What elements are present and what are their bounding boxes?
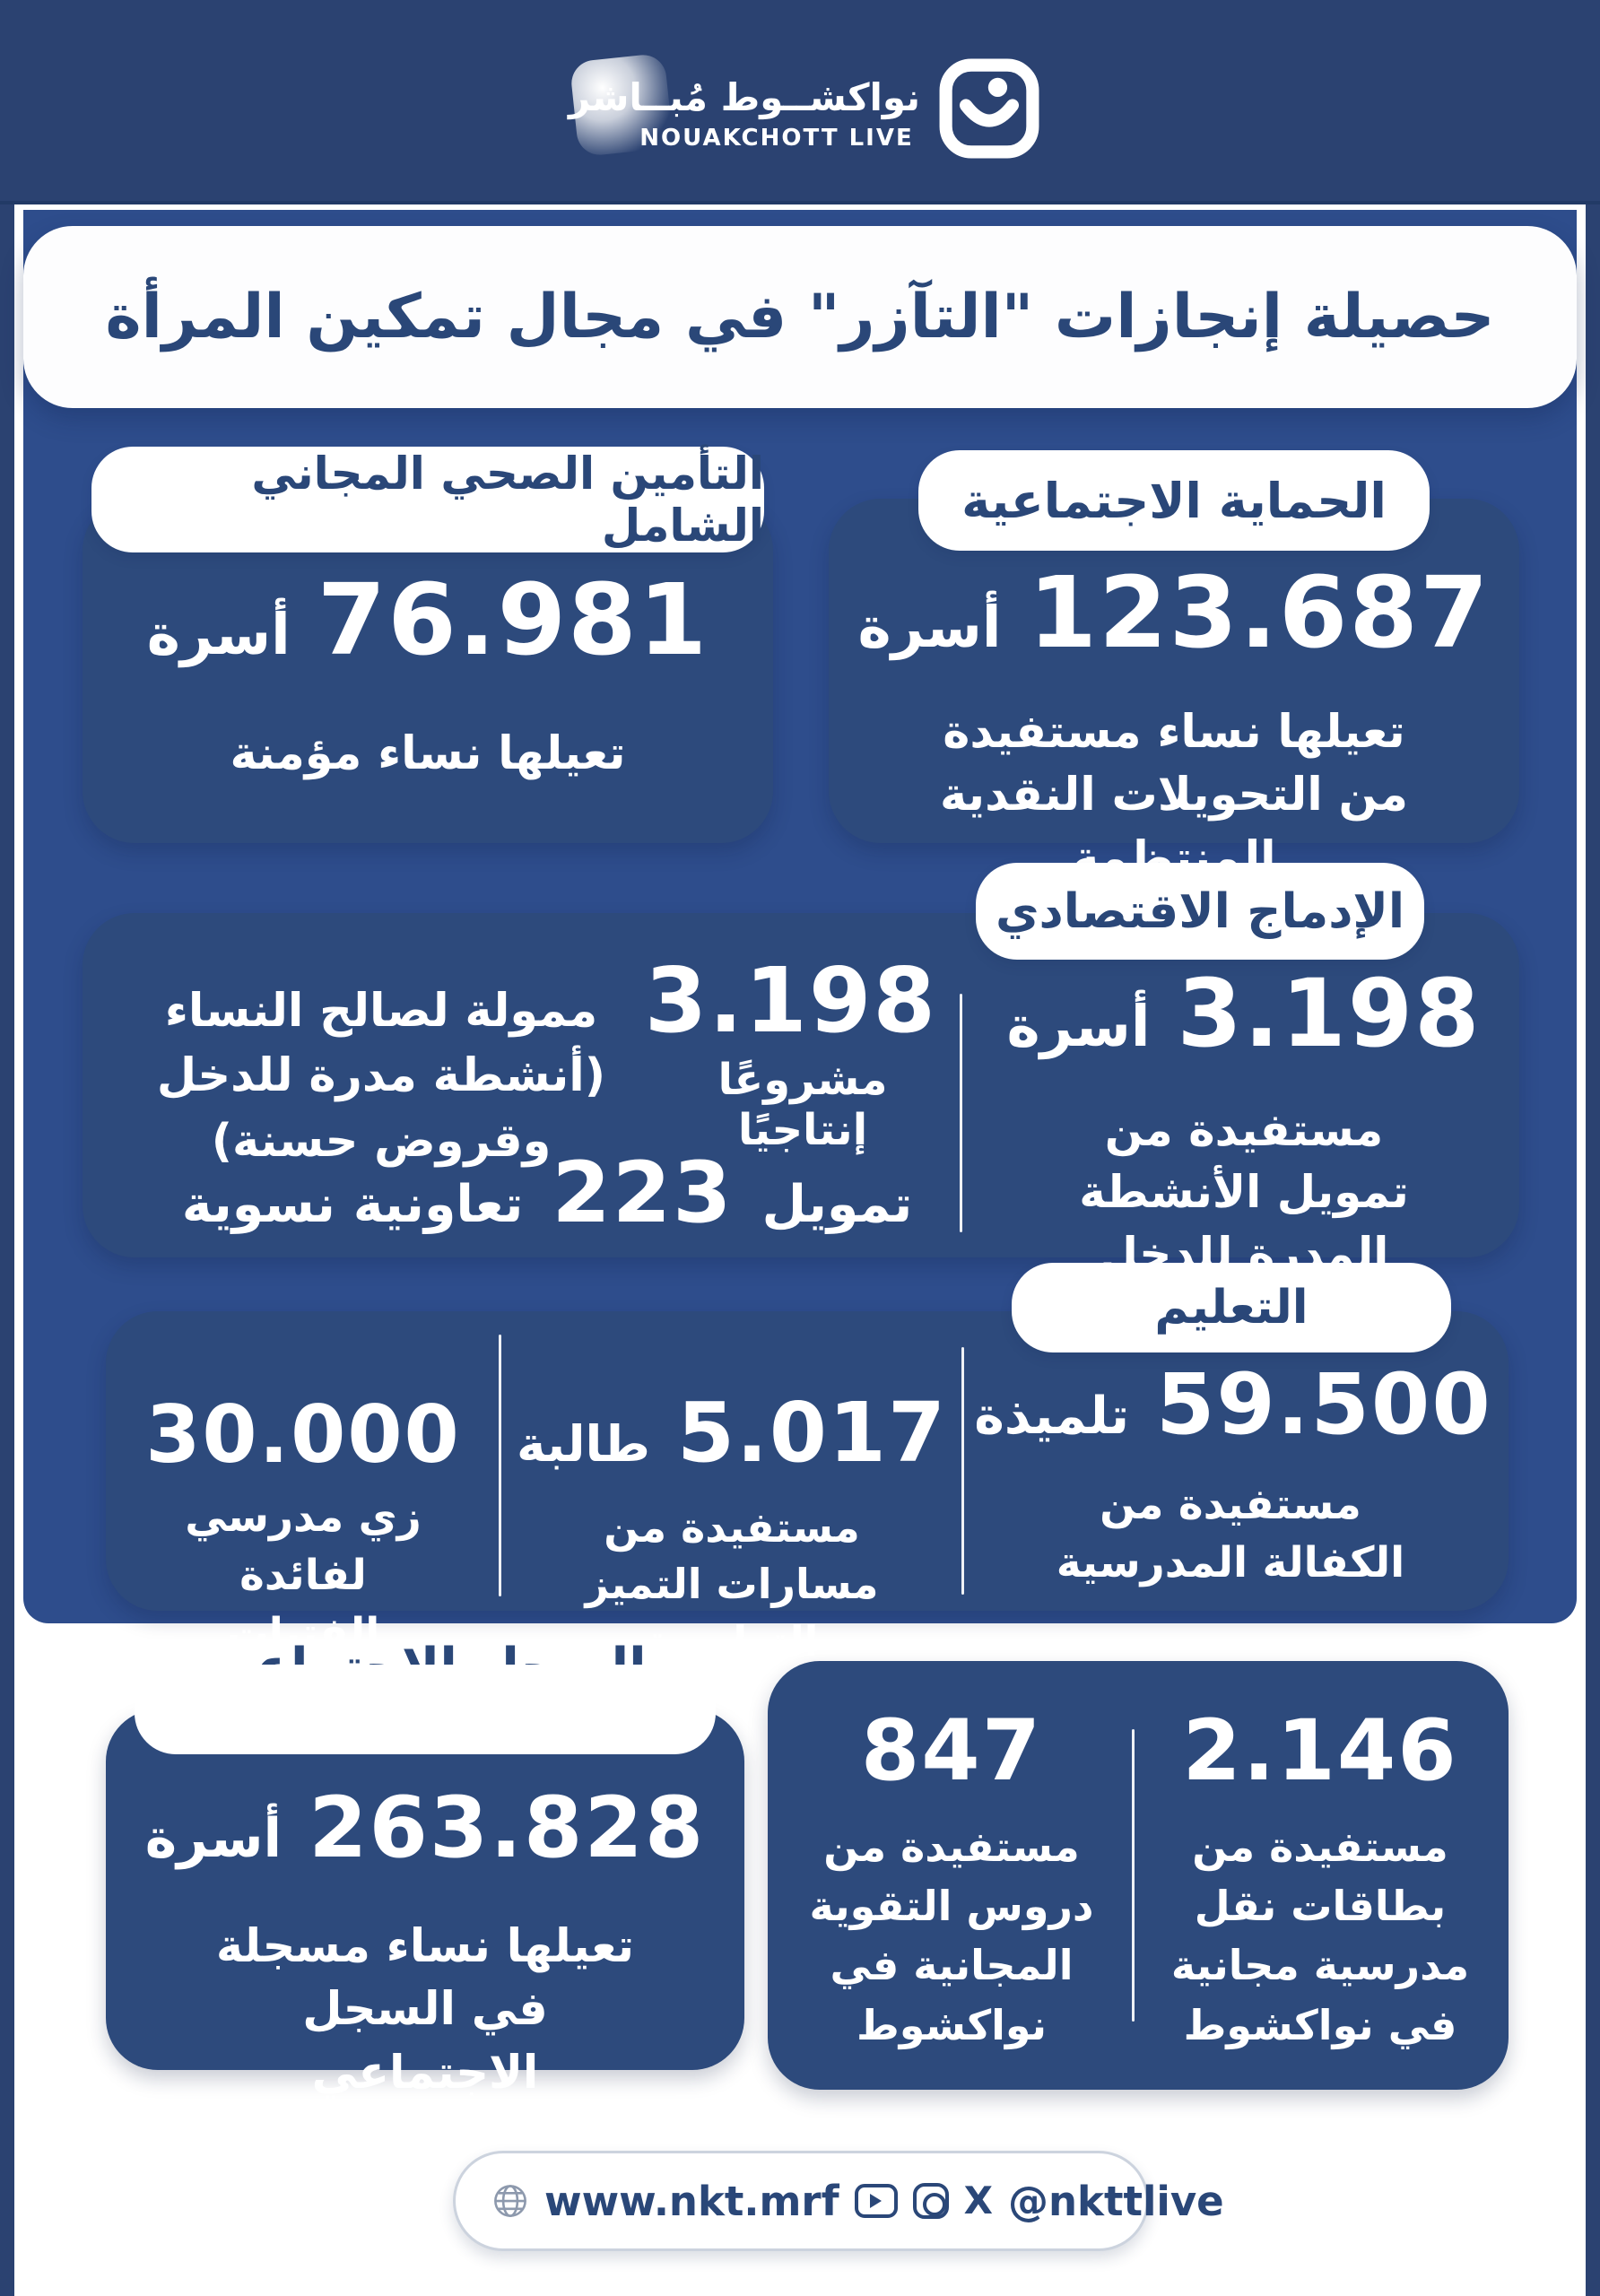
stat-number: 5.017 bbox=[676, 1385, 947, 1481]
education-sponsorship-desc: مستفيدة من الكفالة المدرسية bbox=[1056, 1480, 1405, 1587]
nouakchott-live-wordmark: نواكشــوط مُبــاشر NOUAKCHOTT LIVE bbox=[568, 75, 920, 152]
card-economic-integration bbox=[83, 913, 1519, 1257]
social-register-stat: 263.828 أسرة bbox=[124, 1787, 726, 1871]
header-band: نواكشــوط مُبــاشر NOUAKCHOTT LIVE bbox=[0, 0, 1600, 204]
education-sponsorship-stat: 59.500 تلميذة bbox=[973, 1363, 1493, 1448]
page-right-border bbox=[1586, 0, 1600, 2296]
stat-unit: أسرة bbox=[1006, 994, 1151, 1059]
tab-economic-integration: الإدماج الاقتصادي bbox=[976, 863, 1424, 960]
social-links: f X @nkttlive bbox=[822, 2178, 1224, 2225]
youtube-icon[interactable] bbox=[854, 2184, 898, 2218]
stat-unit: أسرة bbox=[857, 595, 1002, 660]
economic-projects-stat: 3.198 مشروعًا إنتاجيًا bbox=[644, 948, 937, 1156]
stat-number: 76.981 bbox=[317, 562, 709, 677]
card-nouakchott-benefits bbox=[768, 1661, 1509, 2090]
stat-number: 263.828 bbox=[309, 1779, 706, 1877]
stat-unit: أسرة bbox=[146, 602, 291, 667]
nouakchott-live-icon bbox=[939, 58, 1039, 159]
health-insurance-desc: تعيلها نساء مؤمنة bbox=[230, 727, 626, 780]
tab-education: التعليم bbox=[1012, 1263, 1451, 1352]
stat-number: 123.687 bbox=[1028, 555, 1491, 670]
x-icon[interactable]: X bbox=[963, 2179, 993, 2222]
stat-unit: مشروعًا إنتاجيًا bbox=[717, 1055, 888, 1155]
footer-bar: www.nkt.mr f X @nkttlive bbox=[453, 2151, 1224, 2251]
economic-families-stat: 3.198 أسرة bbox=[987, 967, 1501, 1060]
economic-projects-desc: ممولة لصالح النساء (أنشطة مدرة للدخل وقر… bbox=[156, 985, 606, 1168]
globe-icon bbox=[494, 2185, 526, 2217]
facebook-icon[interactable]: f bbox=[821, 2177, 839, 2225]
economic-families-desc: مستفيدة من تمويل الأنشطة المدرة للدخل bbox=[1079, 1104, 1409, 1280]
health-insurance-stat: 76.981 أسرة bbox=[100, 570, 755, 669]
divider bbox=[960, 994, 962, 1232]
social-register-desc: تعيلها نساء مسجلة في السجل الاجتماعي bbox=[215, 1920, 635, 2100]
stat-number: 223 bbox=[552, 1144, 734, 1242]
stat-unit: تلميذة bbox=[974, 1387, 1129, 1446]
social-protection-stat: 123.687 أسرة bbox=[847, 563, 1501, 662]
transport-cards-stat: 2.146 bbox=[1182, 1702, 1458, 1800]
stat-unit: أسرة bbox=[144, 1807, 283, 1870]
social-register-notch bbox=[135, 1665, 716, 1754]
social-handle[interactable]: @nkttlive bbox=[1008, 2177, 1224, 2225]
website-text[interactable]: www.nkt.mr bbox=[544, 2177, 822, 2225]
transport-cards-desc: مستفيدة من بطاقات نقل مدرسية مجانية في ن… bbox=[1170, 1822, 1470, 2049]
tab-social-protection: الحماية الاجتماعية bbox=[918, 450, 1430, 551]
stat-number: 59.500 bbox=[1156, 1356, 1492, 1454]
education-uniforms-desc: زي مدرسي لفائدة الفتيات bbox=[185, 1492, 422, 1658]
stat-number: 3.198 bbox=[644, 948, 937, 1053]
stat-unit: طالبة bbox=[517, 1415, 650, 1473]
website-link[interactable]: www.nkt.mr bbox=[491, 2178, 822, 2225]
education-excellence-stat: 5.017 طالبة bbox=[508, 1392, 956, 1474]
cooperatives-funding-stat: تمويل 223 تعاونية نسوية bbox=[161, 1144, 933, 1242]
card-social-protection bbox=[829, 499, 1519, 843]
card-health-insurance bbox=[83, 499, 773, 843]
stat-prefix: تمويل bbox=[761, 1175, 913, 1234]
page-left-border bbox=[0, 0, 14, 2296]
tab-health-insurance: التأمين الصحي المجاني الشامل bbox=[91, 447, 764, 552]
page-title: حصيلة إنجازات "التآزر" في مجال تمكين الم… bbox=[105, 282, 1495, 352]
divider bbox=[961, 1347, 964, 1595]
education-uniforms-stat: 30.000 bbox=[145, 1388, 461, 1481]
instagram-icon[interactable] bbox=[912, 2183, 949, 2219]
card-education bbox=[106, 1311, 1509, 1611]
logo-english-text: NOUAKCHOTT LIVE bbox=[639, 125, 914, 152]
tutoring-stat: 847 bbox=[860, 1702, 1043, 1800]
tutoring-desc: مستفيدة من دروس التقوية المجانية في نواك… bbox=[809, 1822, 1094, 2049]
stat-suffix: تعاونية نسوية bbox=[181, 1175, 524, 1234]
education-excellence-desc: مستفيدة من مسارات التميز التعليمية bbox=[585, 1503, 879, 1665]
divider bbox=[1132, 1729, 1135, 2022]
title-card: حصيلة إنجازات "التآزر" في مجال تمكين الم… bbox=[23, 226, 1577, 408]
social-protection-desc: تعيلها نساء مستفيدة من التحويلات النقدية… bbox=[940, 706, 1408, 885]
card-social-register bbox=[106, 1709, 744, 2070]
stat-number: 3.198 bbox=[1177, 959, 1482, 1068]
logo-arabic-text: نواكشــوط مُبــاشر bbox=[568, 75, 920, 119]
divider bbox=[499, 1335, 501, 1596]
